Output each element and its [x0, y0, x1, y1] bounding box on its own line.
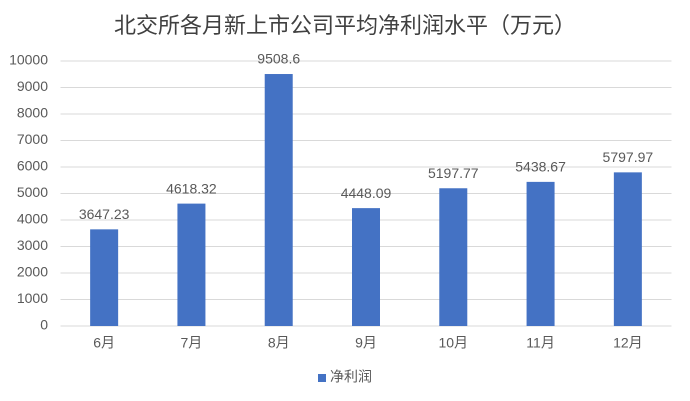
y-tick-label: 10000 [9, 52, 48, 68]
bar [352, 208, 380, 326]
x-tick-label: 6月 [93, 335, 115, 351]
data-label: 5797.97 [603, 149, 654, 165]
x-tick-label: 11月 [526, 335, 555, 351]
data-label: 4448.09 [341, 185, 392, 201]
bar [264, 74, 293, 327]
x-tick-label: 12月 [613, 335, 643, 351]
data-label: 9508.6 [257, 51, 300, 67]
x-tick-label: 10月 [438, 335, 468, 351]
chart-title: 北交所各月新上市公司平均净利润水平（万元） [114, 13, 576, 38]
y-tick-label: 1000 [17, 290, 48, 306]
y-tick-label: 0 [40, 317, 48, 333]
y-tick-label: 6000 [17, 158, 48, 174]
x-tick-label: 9月 [355, 335, 377, 351]
x-tick-label: 7月 [181, 335, 203, 351]
bar [90, 229, 119, 326]
legend-label: 净利润 [330, 369, 372, 385]
y-tick-label: 2000 [17, 264, 48, 280]
data-label: 3647.23 [79, 206, 130, 222]
data-label: 5197.77 [428, 165, 479, 181]
y-tick-label: 8000 [17, 105, 48, 121]
data-label: 5438.67 [515, 159, 566, 175]
y-tick-label: 5000 [17, 184, 48, 200]
data-label: 4618.32 [166, 180, 217, 196]
bar [526, 181, 555, 326]
y-tick-label: 4000 [17, 211, 48, 227]
y-tick-label: 7000 [17, 131, 48, 147]
legend-swatch [318, 374, 326, 382]
y-tick-label: 9000 [17, 78, 48, 94]
bar [439, 188, 468, 326]
bar [613, 172, 642, 326]
bar [177, 203, 206, 326]
y-tick-label: 3000 [17, 237, 48, 253]
x-tick-label: 8月 [268, 335, 290, 351]
